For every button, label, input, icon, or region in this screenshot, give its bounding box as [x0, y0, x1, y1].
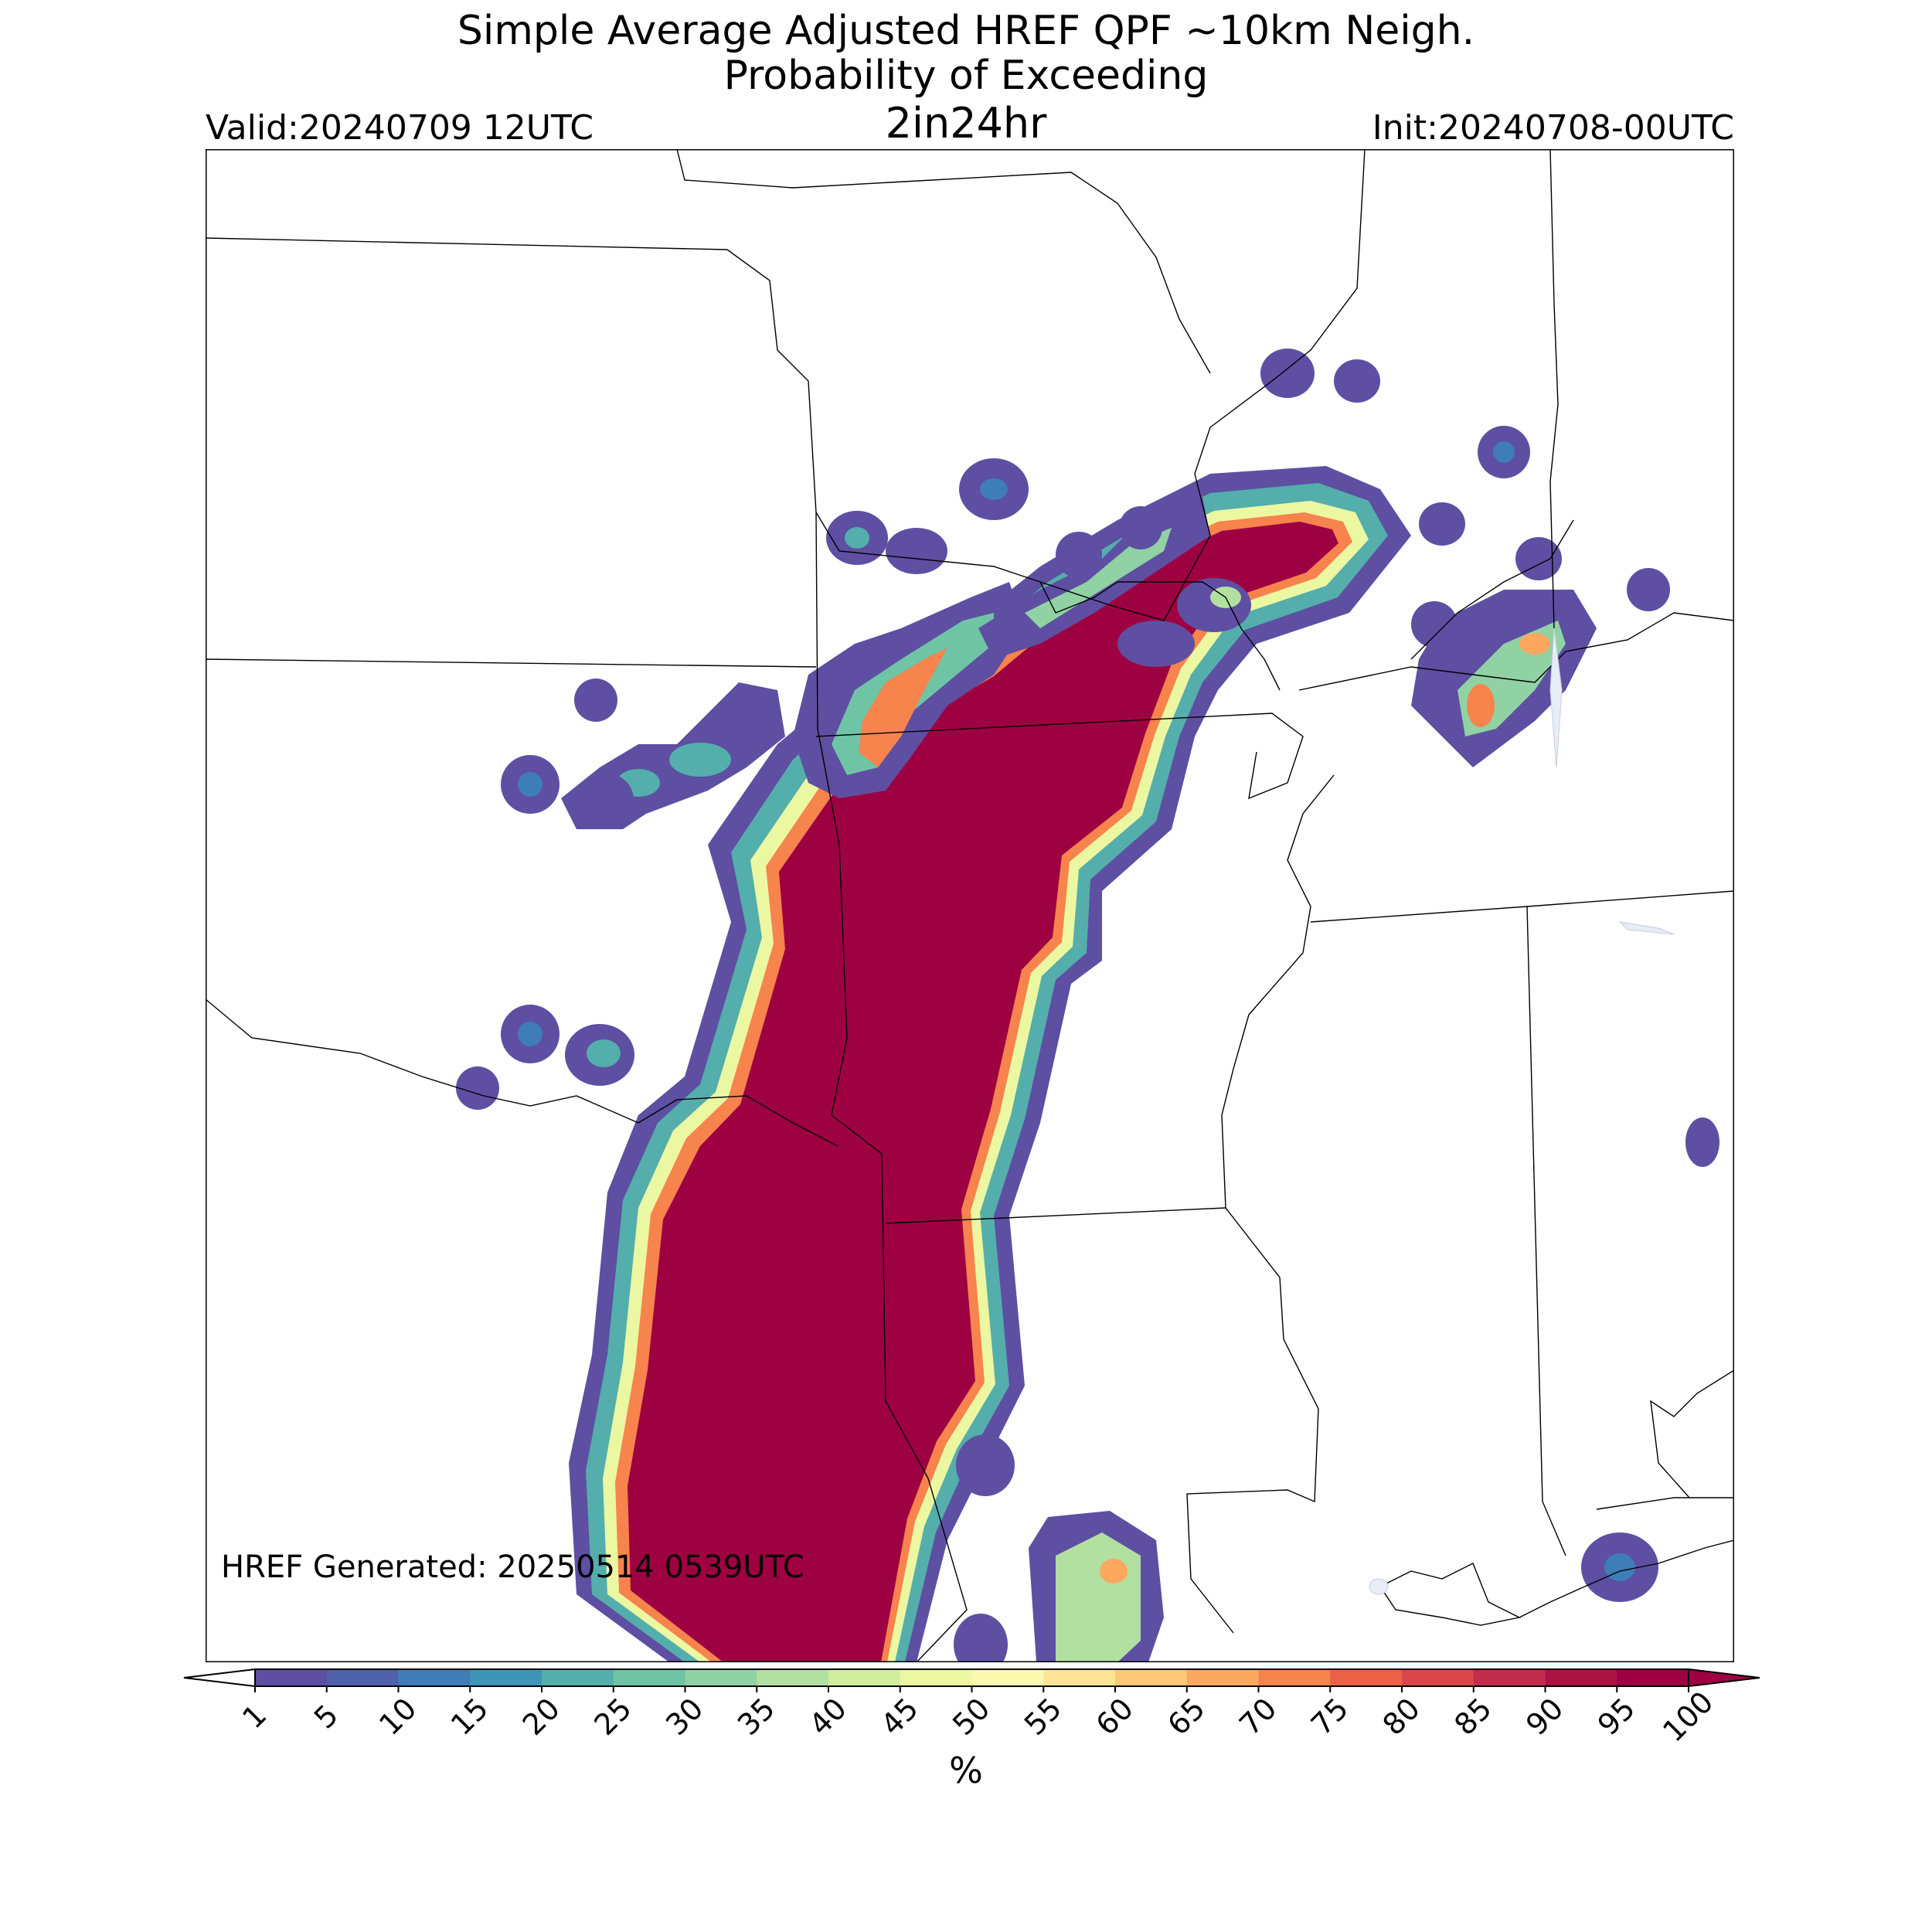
colorbar-swatch [470, 1669, 543, 1686]
colorbar-tick-label: 35 [731, 1692, 781, 1742]
colorbar-ticks: 1 5 10 15 20 25 30 35 40 45 50 55 60 65 70 75 80 85 90 95 10… [236, 1685, 1719, 1748]
colorbar-tick-label: 40 [803, 1692, 853, 1742]
colorbar-tick-label: 80 [1376, 1692, 1427, 1742]
prob-blob-w5 [456, 1066, 499, 1110]
prob-blob-w4-inner [587, 1039, 621, 1067]
colorbar-tick-label: 20 [516, 1692, 566, 1742]
colorbar-tick-label: 15 [444, 1692, 495, 1742]
colorbar-tick-label: 60 [1090, 1692, 1140, 1742]
colorbar-swatch [1473, 1669, 1546, 1686]
colorbar-swatch [900, 1669, 973, 1686]
colorbar: 1 5 10 15 20 25 30 35 40 45 50 55 60 65 70 75 80 85 90 95 10… [183, 1668, 1760, 1748]
colorbar-swatch [685, 1669, 757, 1686]
colorbar-swatch [1115, 1669, 1188, 1686]
chart-title-line1: Simple Average Adjusted HREF QPF ~10km N… [457, 8, 1475, 54]
prob-blob-n5 [1119, 506, 1162, 549]
prob-blob-n12-inner [1493, 441, 1515, 463]
colorbar-swatch [542, 1669, 614, 1686]
colorbar-extend-over [1688, 1668, 1760, 1688]
prob-blob-n4 [1056, 532, 1102, 578]
prob-blob-w2 [581, 774, 634, 826]
colorbar-swatches [183, 1668, 1760, 1688]
prob-blob-n7 [1117, 621, 1195, 667]
colorbar-swatch [971, 1669, 1044, 1686]
colorbar-extend-under [183, 1668, 256, 1688]
colorbar-swatch [828, 1669, 901, 1686]
colorbar-tick-label: 70 [1233, 1692, 1283, 1742]
colorbar-tick-label: 90 [1519, 1692, 1570, 1742]
prob-blob-e2-inner [1604, 1553, 1635, 1581]
prob-blob-w6 [574, 679, 617, 722]
colorbar-swatch [1258, 1669, 1331, 1686]
colorbar-tick-label: 85 [1447, 1692, 1498, 1742]
prob-blob-s3 [954, 1614, 1008, 1662]
prob-blob-n8 [1260, 349, 1315, 398]
colorbar-swatch [398, 1669, 471, 1686]
prob-blob-e1 [1685, 1117, 1719, 1167]
prob-blob-n1-inner [845, 527, 869, 549]
prob-blob-illinois-hot [1467, 684, 1495, 727]
colorbar-swatch [255, 1669, 328, 1686]
prob-blob-n3-inner [980, 478, 1008, 500]
colorbar-tick-label: 55 [1018, 1692, 1068, 1742]
generated-timestamp: HREF Generated: 20250514 0539UTC [221, 1549, 804, 1585]
lake-pontchartrain [1369, 1578, 1389, 1595]
prob-blob-n11 [1515, 537, 1562, 580]
prob-blob-north-hot [859, 648, 947, 767]
prob-blob-n2 [886, 528, 947, 574]
prob-blob-ne-mid [1025, 528, 1172, 628]
prob-blob-w3-inner [518, 1022, 543, 1046]
prob-blob-illinois-hot2 [1519, 633, 1550, 655]
colorbar-tick-label: 5 [308, 1698, 345, 1735]
precip-probability-field [456, 349, 1719, 1662]
state-boundaries [206, 149, 1734, 1662]
prob-band-95pct [628, 522, 1338, 1662]
lakes [1369, 628, 1675, 1595]
prob-blob-n10 [1419, 502, 1465, 546]
colorbar-tick-label: 100 [1656, 1685, 1719, 1748]
colorbar-tick-label: 95 [1591, 1692, 1641, 1742]
probability-map [206, 149, 1734, 1662]
colorbar-swatch [326, 1669, 400, 1686]
colorbar-tick-label: 30 [659, 1692, 709, 1742]
colorbar-swatch [1186, 1669, 1260, 1686]
colorbar-tick-label: 45 [874, 1692, 924, 1742]
prob-blob-s2-mid [1056, 1532, 1141, 1662]
init-time: Init:20240708-00UTC [1372, 108, 1734, 148]
colorbar-unit-label: % [949, 1750, 983, 1791]
colorbar-swatch [1402, 1669, 1475, 1686]
colorbar-swatch [1043, 1669, 1116, 1686]
colorbar-swatch [1330, 1669, 1403, 1686]
prob-blob-n13 [1627, 568, 1670, 611]
colorbar-tick-label: 65 [1161, 1692, 1211, 1742]
chart-title-line2: Probability of Exceeding [723, 53, 1209, 99]
colorbar-tick-label: 75 [1304, 1692, 1355, 1742]
valid-time: Valid:20240709 12UTC [206, 108, 594, 148]
colorbar-swatch [1545, 1669, 1617, 1686]
colorbar-tick-label: 10 [372, 1692, 423, 1742]
lake-tennessee [1618, 921, 1675, 935]
colorbar-swatch [613, 1669, 686, 1686]
lake-kentucky [1549, 628, 1563, 768]
prob-blob-s1 [956, 1434, 1015, 1496]
colorbar-swatch [757, 1669, 829, 1686]
colorbar-swatch [1617, 1669, 1689, 1686]
threshold-label: 2in24hr [885, 99, 1047, 148]
prob-blob-n9 [1334, 359, 1380, 403]
colorbar-tick-label: 50 [946, 1692, 996, 1742]
prob-blob-w1-inner [518, 772, 543, 797]
prob-blob-s2-hot [1100, 1559, 1128, 1583]
colorbar-tick-label: 25 [587, 1692, 638, 1742]
prob-blob-west-inner [669, 743, 731, 777]
colorbar-tick-label: 1 [236, 1698, 273, 1735]
prob-blob-n6 [1177, 578, 1251, 632]
